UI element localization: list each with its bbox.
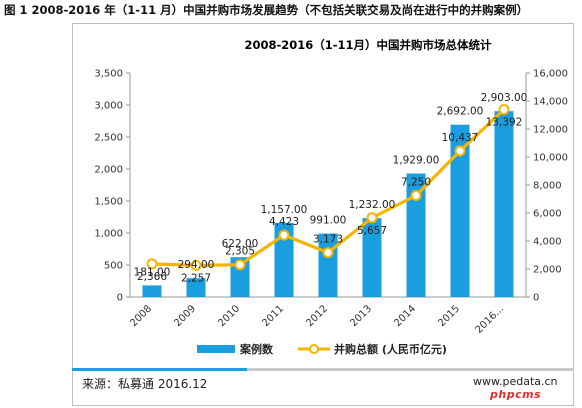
- figure-caption: 图 1 2008-2016 年（1-11 月）中国并购市场发展趋势（不包括关联交…: [4, 3, 529, 17]
- x-tick-label: 2015: [436, 303, 462, 329]
- footer-divider-accent: [72, 368, 247, 371]
- x-tick-label: 2016...: [474, 303, 507, 336]
- right-tick-label: 8,000: [533, 181, 562, 192]
- line-value-label: 4,423: [269, 216, 299, 228]
- bar-value-label: 991.00: [310, 215, 347, 227]
- left-tick-label: 3,500: [94, 69, 123, 80]
- source-note: 来源：私募通 2016.12: [82, 377, 208, 391]
- bar-value-label: 294.00: [178, 259, 215, 271]
- line-value-label: 5,657: [357, 225, 387, 237]
- footer-divider: [72, 368, 574, 371]
- right-tick-label: 12,000: [533, 125, 568, 136]
- line-value-label: 2,257: [181, 272, 211, 284]
- right-tick-label: 14,000: [533, 97, 568, 108]
- line-marker: [234, 259, 246, 271]
- x-tick-label: 2008: [128, 303, 154, 329]
- x-tick-label: 2014: [392, 303, 418, 329]
- left-tick-label: 3,000: [94, 101, 123, 112]
- legend-bar-swatch: [197, 345, 235, 353]
- right-tick-label: 0: [533, 293, 539, 304]
- right-tick-label: 2,000: [533, 265, 562, 276]
- bar: [142, 285, 162, 297]
- x-tick-label: 2013: [348, 303, 374, 329]
- bar: [406, 173, 426, 297]
- left-tick-label: 1,000: [94, 229, 123, 240]
- right-tick-label: 6,000: [533, 209, 562, 220]
- line-marker: [278, 229, 290, 241]
- line-marker: [410, 190, 422, 201]
- right-tick-label: 16,000: [533, 69, 568, 80]
- bar-value-label: 1,929.00: [393, 155, 440, 167]
- left-tick-label: 2,000: [94, 165, 123, 176]
- line-value-label: 13,392: [486, 117, 523, 129]
- line-value-label: 2,305: [225, 246, 255, 258]
- chart-frame: [72, 23, 574, 406]
- bar-value-label: 622.00: [222, 238, 259, 250]
- line-value-label: 7,250: [401, 177, 431, 189]
- watermark-logo: phpcms: [490, 388, 542, 401]
- bar-value-label: 1,157.00: [261, 204, 308, 216]
- left-tick-label: 1,500: [94, 197, 123, 208]
- legend: 案例数 并购总额 (人民币亿元): [197, 342, 447, 356]
- site-url: www.pedata.cn: [473, 375, 558, 388]
- x-tick-label: 2012: [304, 303, 330, 329]
- bar-value-label: 1,232.00: [349, 199, 396, 211]
- line-series: [146, 104, 510, 271]
- legend-bar-label: 案例数: [239, 342, 274, 356]
- x-tick-label: 2010: [216, 303, 242, 329]
- line-marker: [498, 104, 510, 116]
- line-marker: [366, 212, 378, 224]
- line-value-label: 2,366: [137, 271, 167, 283]
- left-tick-label: 500: [104, 261, 123, 272]
- right-tick-label: 10,000: [533, 153, 568, 164]
- bar-value-label: 2,692.00: [437, 106, 484, 118]
- line-value-label: 3,173: [313, 234, 343, 246]
- bar-value-label: 181.00: [134, 266, 171, 278]
- legend-line-label: 并购总额 (人民币亿元): [334, 342, 447, 356]
- line-marker: [454, 145, 466, 157]
- bar-value-label: 2,903.00: [481, 92, 528, 104]
- bar: [494, 111, 514, 297]
- bar: [186, 278, 206, 297]
- left-tick-label: 0: [117, 293, 123, 304]
- line-marker: [190, 259, 202, 271]
- chart-title: 2008-2016（1-11月）中国并购市场总体统计: [244, 38, 492, 52]
- x-tick-label: 2011: [260, 303, 286, 329]
- bar: [362, 218, 382, 297]
- line-value-label: 10,437: [442, 132, 479, 144]
- data-labels: 181.00 294.00 622.00 1,157.00991.001,232.00…: [134, 92, 528, 284]
- bar: [274, 222, 294, 297]
- bar: [450, 124, 470, 297]
- right-tick-label: 4,000: [533, 237, 562, 248]
- legend-line-marker: [309, 344, 319, 354]
- line-marker: [146, 258, 158, 270]
- line-marker: [322, 247, 334, 259]
- x-tick-label: 2009: [172, 303, 198, 329]
- left-tick-label: 2,500: [94, 133, 123, 144]
